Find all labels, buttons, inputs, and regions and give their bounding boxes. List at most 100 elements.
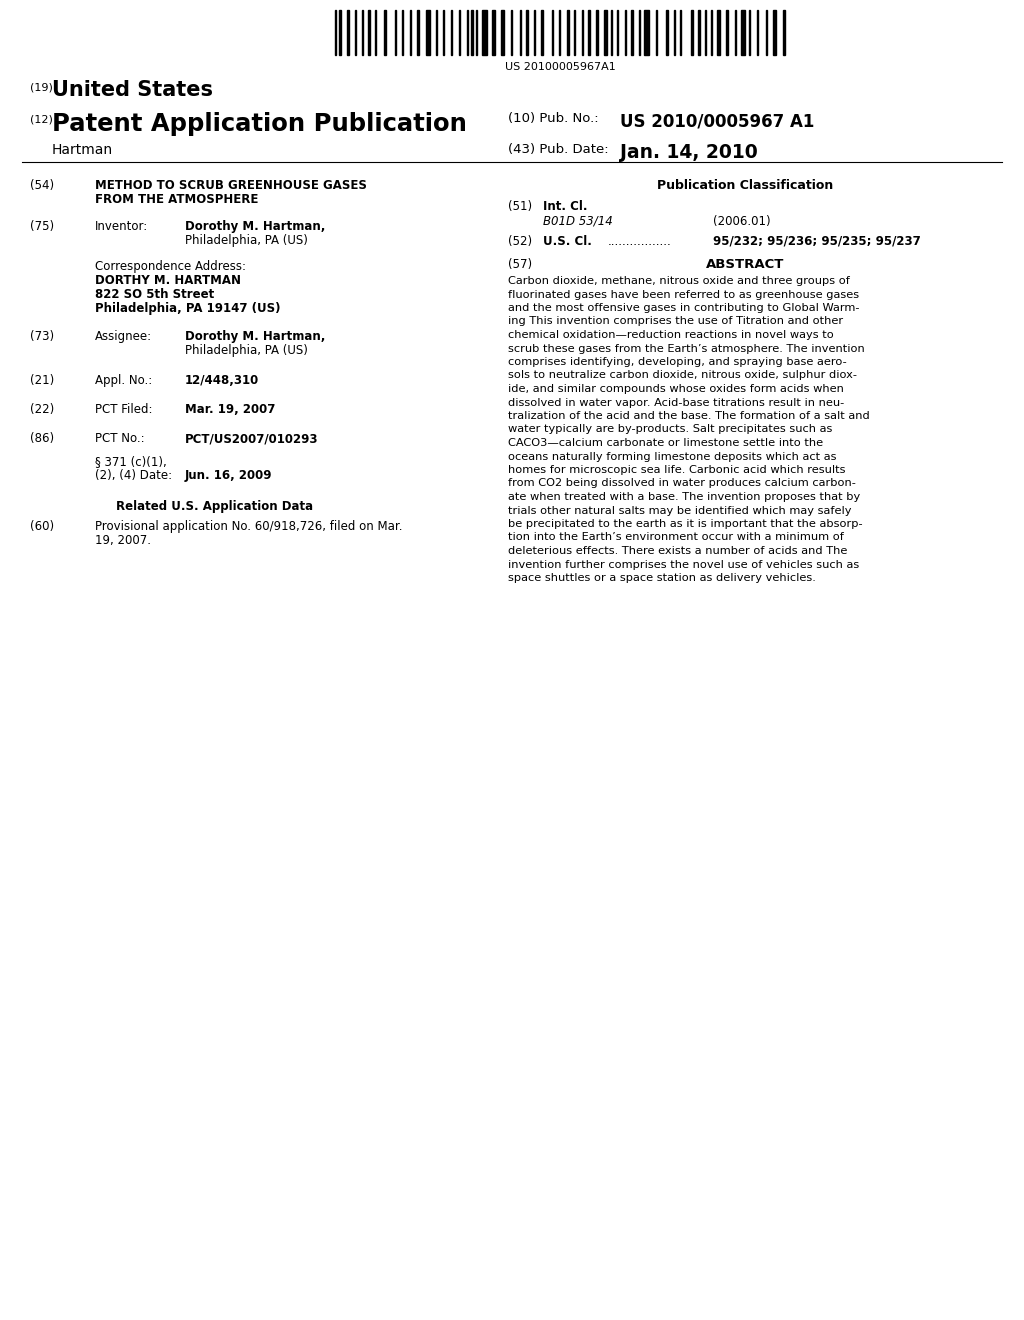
Text: DORTHY M. HARTMAN: DORTHY M. HARTMAN — [95, 275, 241, 286]
Text: PCT Filed:: PCT Filed: — [95, 403, 153, 416]
Text: US 2010/0005967 A1: US 2010/0005967 A1 — [620, 112, 814, 129]
Bar — [541, 11, 543, 55]
Text: (43) Pub. Date:: (43) Pub. Date: — [508, 143, 608, 156]
Text: (73): (73) — [30, 330, 54, 343]
Text: 822 SO 5th Street: 822 SO 5th Street — [95, 288, 214, 301]
Bar — [368, 11, 370, 55]
Text: ing This invention comprises the use of Titration and other: ing This invention comprises the use of … — [508, 317, 843, 326]
Text: Publication Classification: Publication Classification — [656, 180, 834, 191]
Text: ate when treated with a base. The invention proposes that by: ate when treated with a base. The invent… — [508, 492, 860, 502]
Text: Philadelphia, PA 19147 (US): Philadelphia, PA 19147 (US) — [95, 302, 281, 315]
Bar — [596, 11, 598, 55]
Bar — [501, 11, 504, 55]
Text: comprises identifying, developing, and spraying base aero-: comprises identifying, developing, and s… — [508, 356, 847, 367]
Text: (12): (12) — [30, 114, 53, 124]
Text: 19, 2007.: 19, 2007. — [95, 535, 151, 546]
Text: space shuttles or a space station as delivery vehicles.: space shuttles or a space station as del… — [508, 573, 816, 583]
Text: CACO3—calcium carbonate or limestone settle into the: CACO3—calcium carbonate or limestone set… — [508, 438, 823, 447]
Text: Dorothy M. Hartman,: Dorothy M. Hartman, — [185, 330, 326, 343]
Text: ide, and similar compounds whose oxides form acids when: ide, and similar compounds whose oxides … — [508, 384, 844, 393]
Text: (86): (86) — [30, 432, 54, 445]
Text: PCT No.:: PCT No.: — [95, 432, 144, 445]
Text: be precipitated to the earth as it is important that the absorp-: be precipitated to the earth as it is im… — [508, 519, 862, 529]
Text: water typically are by-products. Salt precipitates such as: water typically are by-products. Salt pr… — [508, 425, 833, 434]
Text: Dorothy M. Hartman,: Dorothy M. Hartman, — [185, 220, 326, 234]
Text: Correspondence Address:: Correspondence Address: — [95, 260, 246, 273]
Text: 12/448,310: 12/448,310 — [185, 374, 259, 387]
Text: from CO2 being dissolved in water produces calcium carbon-: from CO2 being dissolved in water produc… — [508, 479, 856, 488]
Text: FROM THE ATMOSPHERE: FROM THE ATMOSPHERE — [95, 193, 258, 206]
Text: Philadelphia, PA (US): Philadelphia, PA (US) — [185, 234, 308, 247]
Bar — [717, 11, 720, 55]
Text: B01D 53/14: B01D 53/14 — [543, 215, 612, 228]
Text: fluorinated gases have been referred to as greenhouse gases: fluorinated gases have been referred to … — [508, 289, 859, 300]
Text: US 20100005967A1: US 20100005967A1 — [505, 62, 615, 73]
Bar — [471, 11, 473, 55]
Bar — [492, 11, 495, 55]
Text: deleterious effects. There exists a number of acids and The: deleterious effects. There exists a numb… — [508, 546, 848, 556]
Text: United States: United States — [52, 81, 213, 100]
Text: Mar. 19, 2007: Mar. 19, 2007 — [185, 403, 275, 416]
Text: METHOD TO SCRUB GREENHOUSE GASES: METHOD TO SCRUB GREENHOUSE GASES — [95, 180, 367, 191]
Bar — [773, 11, 776, 55]
Text: tion into the Earth’s environment occur with a minimum of: tion into the Earth’s environment occur … — [508, 532, 844, 543]
Bar — [741, 11, 745, 55]
Text: (60): (60) — [30, 520, 54, 533]
Bar — [482, 11, 487, 55]
Text: U.S. Cl.: U.S. Cl. — [543, 235, 592, 248]
Text: Patent Application Publication: Patent Application Publication — [52, 112, 467, 136]
Bar — [384, 11, 386, 55]
Text: Assignee:: Assignee: — [95, 330, 153, 343]
Text: trials other natural salts may be identified which may safely: trials other natural salts may be identi… — [508, 506, 852, 516]
Text: Carbon dioxide, methane, nitrous oxide and three groups of: Carbon dioxide, methane, nitrous oxide a… — [508, 276, 850, 286]
Text: Inventor:: Inventor: — [95, 220, 148, 234]
Text: Jun. 16, 2009: Jun. 16, 2009 — [185, 469, 272, 482]
Text: Hartman: Hartman — [52, 143, 113, 157]
Bar — [526, 11, 528, 55]
Text: Appl. No.:: Appl. No.: — [95, 374, 153, 387]
Bar — [631, 11, 633, 55]
Text: (57): (57) — [508, 257, 532, 271]
Text: ABSTRACT: ABSTRACT — [706, 257, 784, 271]
Text: Philadelphia, PA (US): Philadelphia, PA (US) — [185, 345, 308, 356]
Bar — [644, 11, 649, 55]
Text: tralization of the acid and the base. The formation of a salt and: tralization of the acid and the base. Th… — [508, 411, 869, 421]
Bar — [604, 11, 607, 55]
Bar — [698, 11, 700, 55]
Text: (21): (21) — [30, 374, 54, 387]
Text: invention further comprises the novel use of vehicles such as: invention further comprises the novel us… — [508, 560, 859, 569]
Text: § 371 (c)(1),: § 371 (c)(1), — [95, 455, 167, 469]
Text: (54): (54) — [30, 180, 54, 191]
Bar — [347, 11, 349, 55]
Text: (2), (4) Date:: (2), (4) Date: — [95, 469, 172, 482]
Text: .................: ................. — [608, 235, 672, 248]
Bar — [691, 11, 693, 55]
Text: Jan. 14, 2010: Jan. 14, 2010 — [620, 143, 758, 162]
Text: Related U.S. Application Data: Related U.S. Application Data — [117, 500, 313, 513]
Text: dissolved in water vapor. Acid-base titrations result in neu-: dissolved in water vapor. Acid-base titr… — [508, 397, 844, 408]
Text: homes for microscopic sea life. Carbonic acid which results: homes for microscopic sea life. Carbonic… — [508, 465, 846, 475]
Text: sols to neutralize carbon dioxide, nitrous oxide, sulphur diox-: sols to neutralize carbon dioxide, nitro… — [508, 371, 857, 380]
Text: Provisional application No. 60/918,726, filed on Mar.: Provisional application No. 60/918,726, … — [95, 520, 402, 533]
Text: Int. Cl.: Int. Cl. — [543, 201, 588, 213]
Text: and the most offensive gases in contributing to Global Warm-: and the most offensive gases in contribu… — [508, 304, 859, 313]
Text: (52): (52) — [508, 235, 532, 248]
Bar — [426, 11, 430, 55]
Text: PCT/US2007/010293: PCT/US2007/010293 — [185, 432, 318, 445]
Bar — [339, 11, 341, 55]
Bar — [588, 11, 590, 55]
Text: (75): (75) — [30, 220, 54, 234]
Text: (51): (51) — [508, 201, 532, 213]
Bar — [417, 11, 419, 55]
Text: 95/232; 95/236; 95/235; 95/237: 95/232; 95/236; 95/235; 95/237 — [713, 235, 921, 248]
Bar — [783, 11, 785, 55]
Text: (10) Pub. No.:: (10) Pub. No.: — [508, 112, 599, 125]
Text: (19): (19) — [30, 83, 53, 92]
Text: oceans naturally forming limestone deposits which act as: oceans naturally forming limestone depos… — [508, 451, 837, 462]
Text: scrub these gases from the Earth’s atmosphere. The invention: scrub these gases from the Earth’s atmos… — [508, 343, 864, 354]
Text: (22): (22) — [30, 403, 54, 416]
Bar — [567, 11, 569, 55]
Bar — [666, 11, 668, 55]
Bar — [726, 11, 728, 55]
Text: chemical oxidation—reduction reactions in novel ways to: chemical oxidation—reduction reactions i… — [508, 330, 834, 341]
